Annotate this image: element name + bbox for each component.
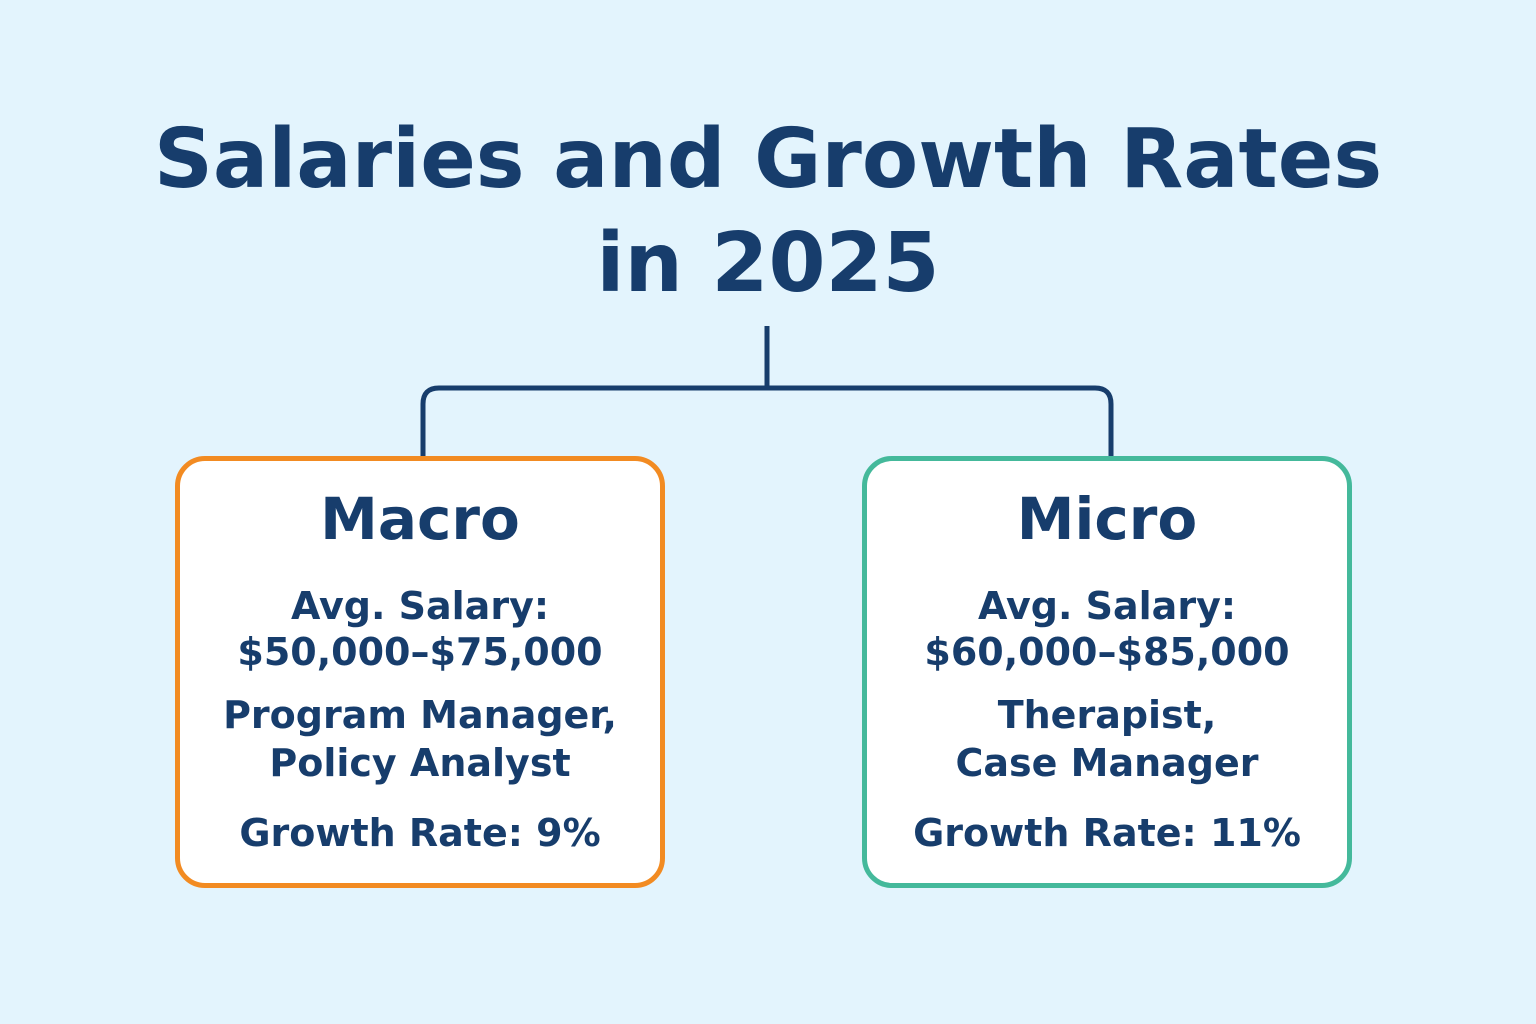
title-line-2: in 2025: [596, 216, 940, 311]
micro-salary-range: $60,000–$85,000: [924, 630, 1290, 674]
macro-growth-rate: Growth Rate: 9%: [239, 811, 601, 855]
title-line-1: Salaries and Growth Rates: [153, 112, 1383, 207]
micro-role-line-1: Therapist,: [997, 693, 1217, 737]
micro-roles: Therapist, Case Manager: [867, 691, 1347, 787]
connector-branches: [420, 385, 1114, 458]
macro-role-line-2: Policy Analyst: [269, 741, 571, 785]
micro-heading: Micro: [1016, 485, 1198, 553]
macro-salary-range: $50,000–$75,000: [237, 630, 603, 674]
macro-role-line-1: Program Manager,: [223, 693, 617, 737]
micro-salary-label: Avg. Salary:: [977, 584, 1237, 628]
macro-salary-label: Avg. Salary:: [290, 584, 550, 628]
macro-card: Macro Avg. Salary: $50,000–$75,000 Progr…: [175, 456, 665, 888]
micro-card: Micro Avg. Salary: $60,000–$85,000 Thera…: [862, 456, 1352, 888]
macro-roles: Program Manager, Policy Analyst: [180, 691, 660, 787]
page-title: Salaries and Growth Rates in 2025: [0, 108, 1536, 316]
micro-role-line-2: Case Manager: [955, 741, 1259, 785]
macro-heading: Macro: [320, 485, 520, 553]
micro-growth-rate: Growth Rate: 11%: [913, 811, 1301, 855]
